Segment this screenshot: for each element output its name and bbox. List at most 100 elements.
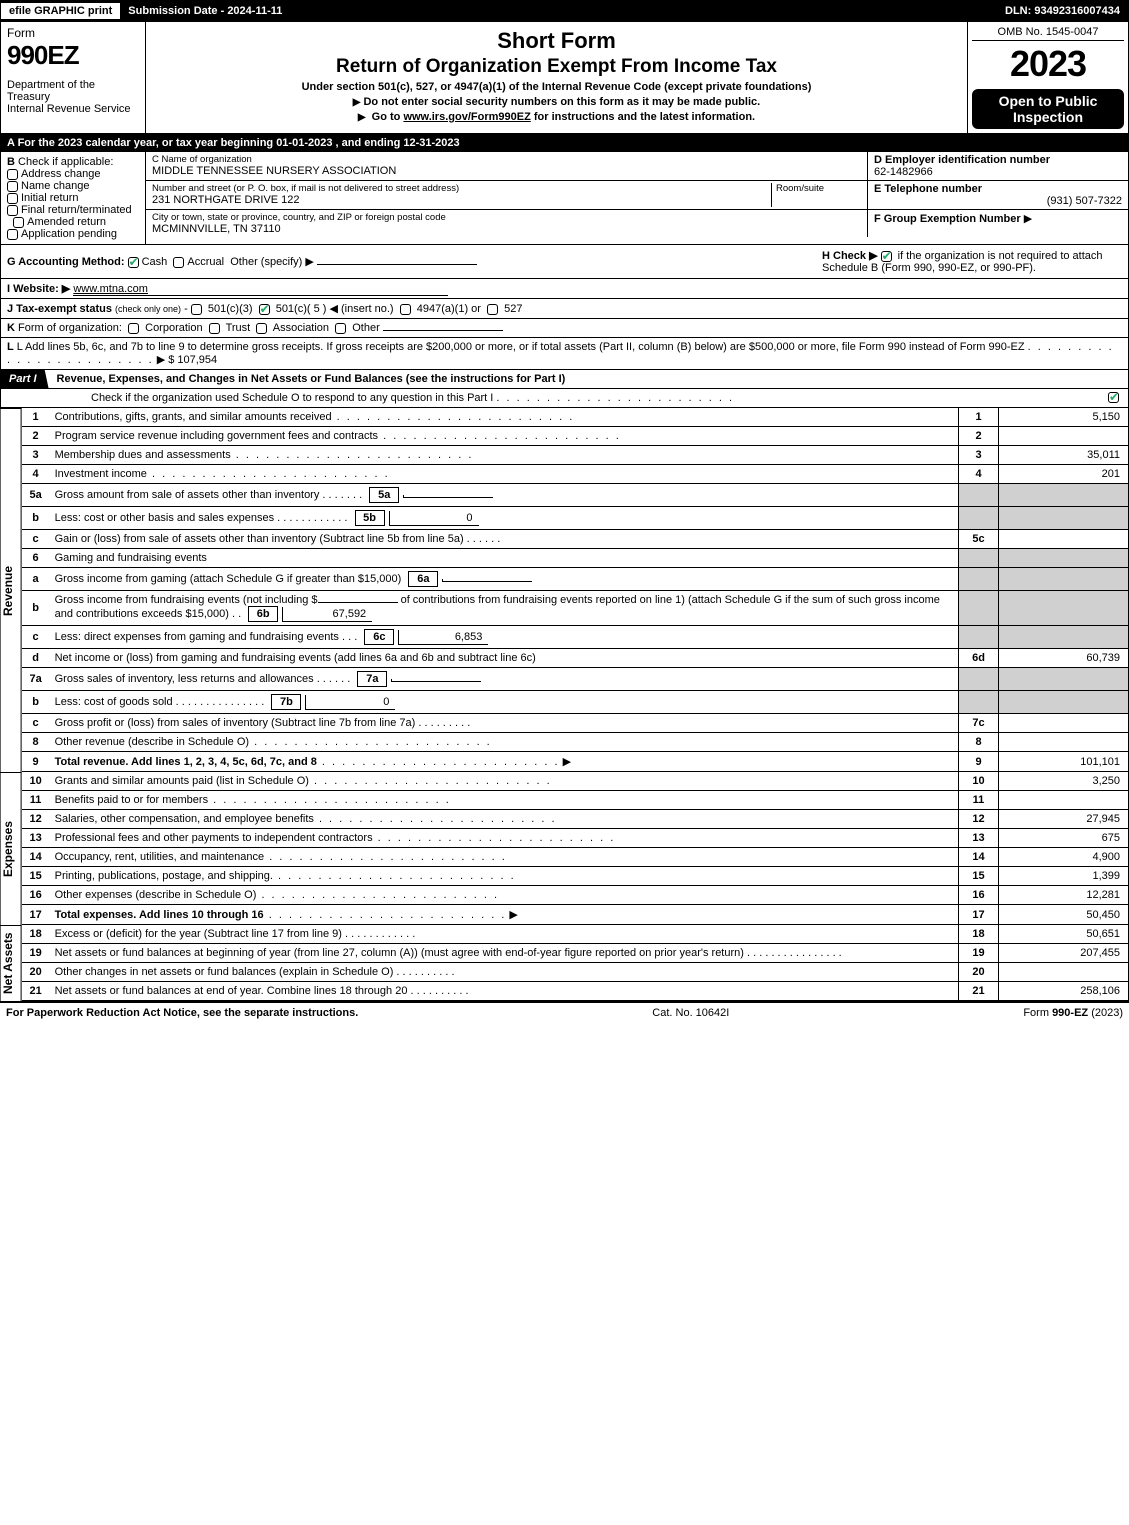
line-6c: cLess: direct expenses from gaming and f… <box>22 626 1129 649</box>
lbl-final-return: Final return/terminated <box>21 204 132 216</box>
line-6d: dNet income or (loss) from gaming and fu… <box>22 649 1129 668</box>
line-3: 3Membership dues and assessments335,011 <box>22 446 1129 465</box>
ein: 62-1482966 <box>874 166 1122 178</box>
part-1-check-line: Check if the organization used Schedule … <box>0 389 1129 408</box>
goto-post: for instructions and the latest informat… <box>534 111 755 123</box>
chk-schedule-b-not-required[interactable] <box>881 251 892 262</box>
form-ref: Form 990-EZ (2023) <box>1023 1007 1123 1019</box>
line-7c: cGross profit or (loss) from sales of in… <box>22 714 1129 733</box>
part-1-tab: Part I <box>1 370 49 388</box>
chk-501c[interactable] <box>259 304 270 315</box>
omb-number: OMB No. 1545-0047 <box>972 26 1124 41</box>
line-4: 4Investment income4201 <box>22 465 1129 484</box>
box-d-label: D Employer identification number <box>874 154 1122 166</box>
row-h-label: H Check ▶ <box>822 250 878 262</box>
identity-grid: B Check if applicable: Address change Na… <box>0 152 1129 245</box>
line-5c: cGain or (loss) from sale of assets othe… <box>22 530 1129 549</box>
part-1-header: Part I Revenue, Expenses, and Changes in… <box>0 370 1129 389</box>
page-footer: For Paperwork Reduction Act Notice, see … <box>0 1001 1129 1023</box>
chk-amended-return[interactable] <box>13 217 24 228</box>
catalog-number: Cat. No. 10642I <box>652 1007 729 1019</box>
line-18: 18Excess or (deficit) for the year (Subt… <box>22 925 1129 944</box>
website-label: I Website: ▶ <box>7 283 70 295</box>
line-2: 2Program service revenue including gover… <box>22 427 1129 446</box>
telephone: (931) 507-7322 <box>874 195 1122 207</box>
line-7b: bLess: cost of goods sold . . . . . . . … <box>22 691 1129 714</box>
box-c-name-label: C Name of organization <box>152 154 861 165</box>
line-6b: bGross income from fundraising events (n… <box>22 591 1129 626</box>
chk-trust[interactable] <box>209 323 220 334</box>
side-expenses: Expenses <box>0 772 22 925</box>
tax-year: 2023 <box>972 43 1124 85</box>
chk-association[interactable] <box>256 323 267 334</box>
line-20: 20Other changes in net assets or fund ba… <box>22 963 1129 982</box>
line-21: 21Net assets or fund balances at end of … <box>22 982 1129 1001</box>
subtitle-goto: Go to www.irs.gov/Form990EZ for instruct… <box>154 111 959 123</box>
title-return: Return of Organization Exempt From Incom… <box>154 56 959 78</box>
website-link[interactable]: www.mtna.com <box>73 283 448 296</box>
org-street: 231 NORTHGATE DRIVE 122 <box>152 194 771 206</box>
expenses-table: 10Grants and similar amounts paid (list … <box>22 772 1129 925</box>
row-l-text: L Add lines 5b, 6c, and 7b to line 9 to … <box>17 341 1025 353</box>
line-7a: 7aGross sales of inventory, less returns… <box>22 668 1129 691</box>
chk-address-change[interactable] <box>7 169 18 180</box>
line-1: 1Contributions, gifts, grants, and simil… <box>22 408 1129 427</box>
chk-final-return[interactable] <box>7 205 18 216</box>
line-12: 12Salaries, other compensation, and empl… <box>22 810 1129 829</box>
chk-accrual[interactable] <box>173 257 184 268</box>
chk-cash[interactable] <box>128 257 139 268</box>
room-suite-label: Room/suite <box>776 183 861 194</box>
line-10: 10Grants and similar amounts paid (list … <box>22 772 1129 791</box>
line-5a: 5aGross amount from sale of assets other… <box>22 484 1129 507</box>
line-19: 19Net assets or fund balances at beginni… <box>22 944 1129 963</box>
org-city: MCMINNVILLE, TN 37110 <box>152 223 861 235</box>
open-to-public: Open to Public Inspection <box>972 89 1124 129</box>
chk-application-pending[interactable] <box>7 229 18 240</box>
form-header: Form 990EZ Department of the Treasury In… <box>0 22 1129 134</box>
lbl-amended-return: Amended return <box>27 216 106 228</box>
chk-4947a1[interactable] <box>400 304 411 315</box>
row-i: I Website: ▶ www.mtna.com <box>0 279 1129 299</box>
expenses-section: Expenses 10Grants and similar amounts pa… <box>0 772 1129 925</box>
box-f-label: F Group Exemption Number <box>874 213 1021 225</box>
lbl-other-specify: Other (specify) ▶ <box>230 256 314 268</box>
lbl-initial-return: Initial return <box>21 192 78 204</box>
other-specify-input[interactable] <box>317 264 477 265</box>
paperwork-notice: For Paperwork Reduction Act Notice, see … <box>6 1007 358 1019</box>
chk-501c3[interactable] <box>191 304 202 315</box>
part-1-title: Revenue, Expenses, and Changes in Net As… <box>49 370 1128 388</box>
top-bar: efile GRAPHIC print Submission Date - 20… <box>0 0 1129 22</box>
revenue-table: 1Contributions, gifts, grants, and simil… <box>22 408 1129 772</box>
chk-corporation[interactable] <box>128 323 139 334</box>
form-number: 990EZ <box>7 40 79 70</box>
irs-link[interactable]: www.irs.gov/Form990EZ <box>403 111 530 123</box>
chk-initial-return[interactable] <box>7 193 18 204</box>
org-name: MIDDLE TENNESSEE NURSERY ASSOCIATION <box>152 165 861 177</box>
accounting-method-label: G Accounting Method: <box>7 256 125 268</box>
gross-receipts: $ 107,954 <box>168 354 217 366</box>
line-11: 11Benefits paid to or for members11 <box>22 791 1129 810</box>
side-revenue: Revenue <box>0 408 22 772</box>
efile-print[interactable]: efile GRAPHIC print <box>1 3 120 19</box>
row-k: K Form of organization: Corporation Trus… <box>0 319 1129 338</box>
line-6a: aGross income from gaming (attach Schedu… <box>22 568 1129 591</box>
chk-527[interactable] <box>487 304 498 315</box>
row-l: L L Add lines 5b, 6c, and 7b to line 9 t… <box>0 338 1129 370</box>
box-c-city-label: City or town, state or province, country… <box>152 212 861 223</box>
form-word: Form <box>7 26 35 40</box>
line-16: 16Other expenses (describe in Schedule O… <box>22 886 1129 905</box>
department: Department of the Treasury Internal Reve… <box>7 79 139 115</box>
lbl-name-change: Name change <box>21 180 90 192</box>
chk-name-change[interactable] <box>7 181 18 192</box>
subtitle-ssn-warning: Do not enter social security numbers on … <box>154 96 959 108</box>
chk-other-org[interactable] <box>335 323 346 334</box>
line-15: 15Printing, publications, postage, and s… <box>22 867 1129 886</box>
goto-pre: Go to <box>372 111 404 123</box>
side-netassets: Net Assets <box>0 925 22 1001</box>
chk-schedule-o-used[interactable] <box>1108 392 1119 403</box>
title-short-form: Short Form <box>154 28 959 54</box>
box-b-letter: B <box>7 156 15 168</box>
other-org-input[interactable] <box>383 330 503 331</box>
line-6: 6Gaming and fundraising events <box>22 549 1129 568</box>
lbl-address-change: Address change <box>21 168 101 180</box>
